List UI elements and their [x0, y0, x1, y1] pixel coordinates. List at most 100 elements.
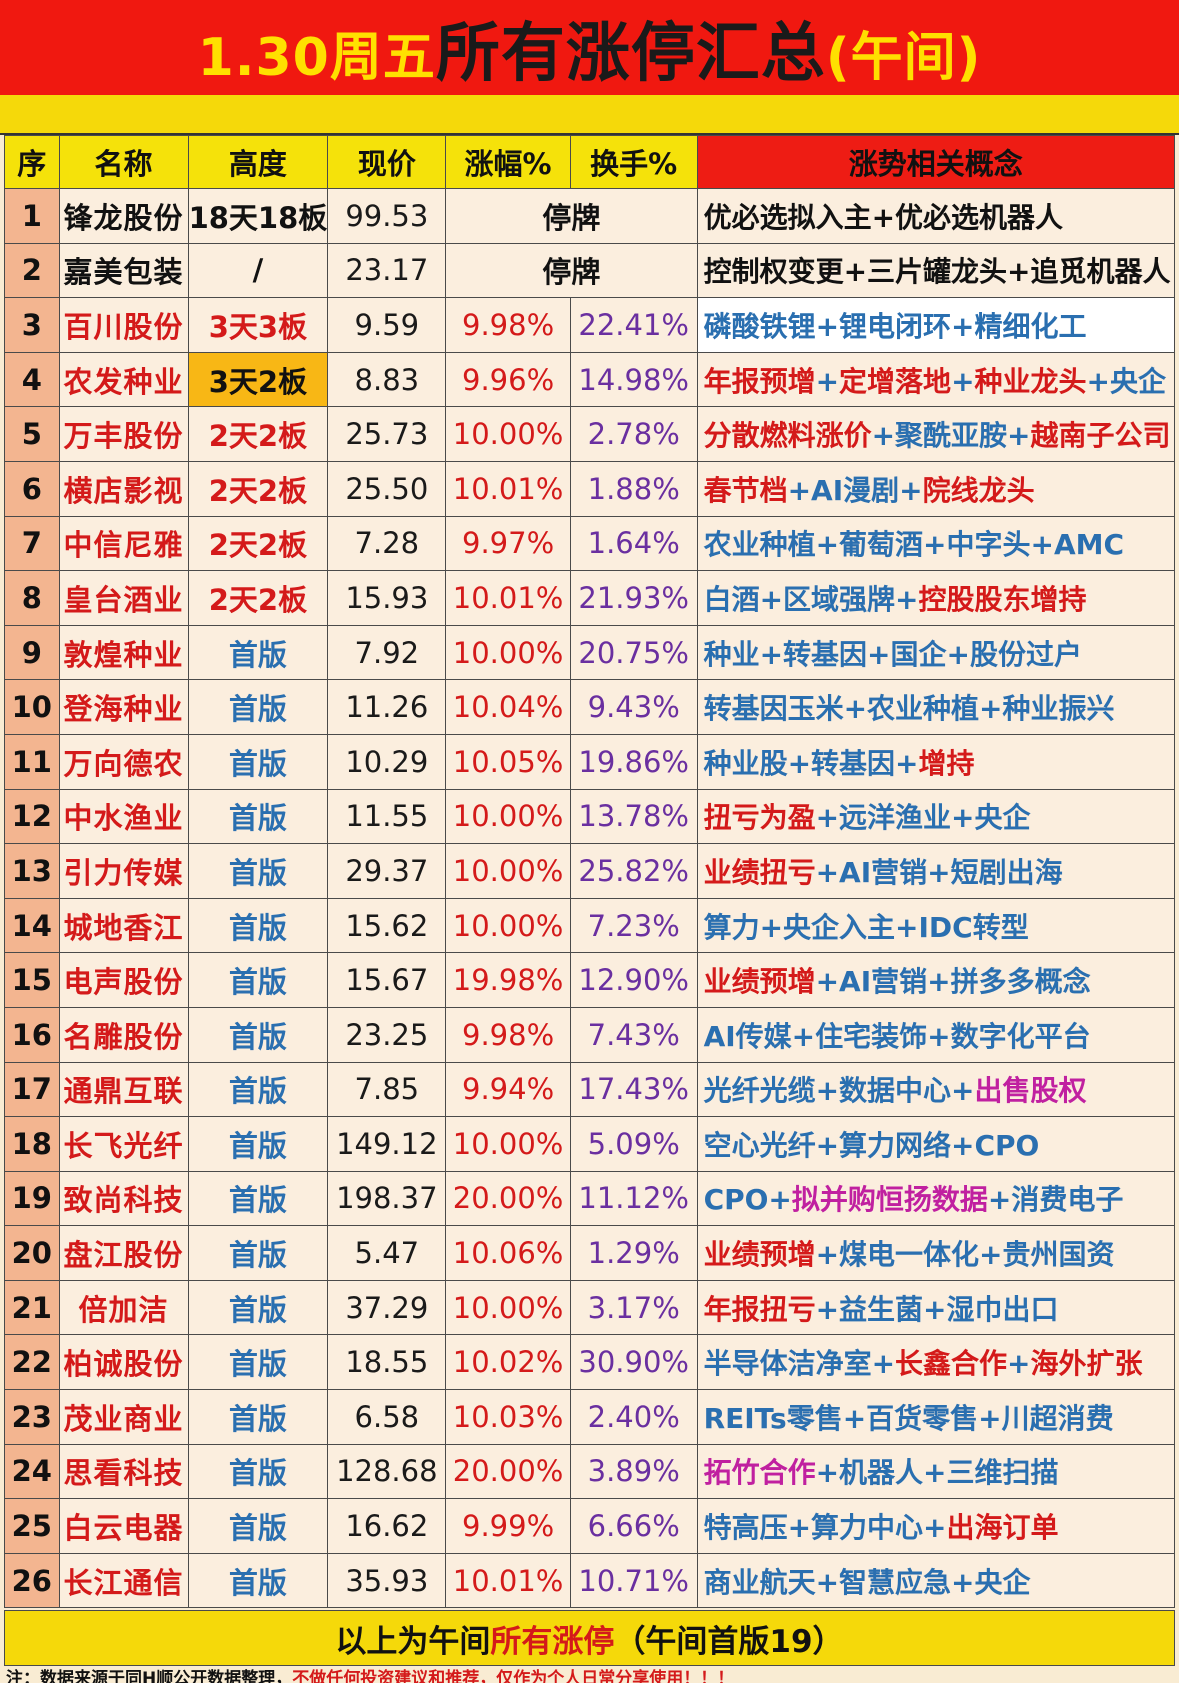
turnover-pct: 7.43% — [569, 1006, 698, 1063]
concept-cell: 业绩扭亏+AI营销+短剧出海 — [696, 843, 1176, 899]
change-pct: 10.00% — [445, 788, 571, 845]
change-pct: 10.00% — [445, 897, 571, 954]
title-main: 所有涨停汇总 — [435, 16, 826, 91]
title-prefix: 1.30周五 — [197, 27, 436, 88]
concept-cell: 磷酸铁锂+锂电闭环+精细化工 — [696, 297, 1176, 353]
table-row: 21 倍加洁 首版 37.29 10.00% 3.17% 年报扭亏+益生菌+湿巾出口 — [4, 1279, 1176, 1336]
change-pct: 10.06% — [445, 1225, 571, 1281]
current-price: 23.17 — [327, 242, 447, 299]
table-row: 12 中水渔业 首版 11.55 10.00% 13.78% 扭亏为盈+远洋渔业+央企 — [4, 788, 1176, 845]
concept-segment: 种业+转基因+国企+股份过户 — [703, 637, 1082, 671]
concept-cell: 业绩预增+煤电一体化+贵州国资 — [696, 1225, 1176, 1281]
concept-segment: 出海订单 — [946, 1511, 1059, 1545]
current-price: 15.93 — [327, 570, 447, 626]
current-price: 10.29 — [327, 733, 447, 790]
table-row: 25 白云电器 首版 16.62 9.99% 6.66% 特高压+算力中心+出海订单 — [4, 1498, 1176, 1554]
board-height: 首版 — [187, 679, 329, 735]
header-seq: 序 — [4, 135, 60, 189]
turnover-pct: 19.86% — [569, 733, 698, 790]
change-pct: 9.99% — [445, 1498, 571, 1554]
row-seq: 21 — [4, 1279, 60, 1336]
stock-name: 引力传媒 — [58, 843, 189, 899]
concept-cell: 算力+央企入主+IDC转型 — [696, 897, 1176, 954]
suspended-status: 停牌 — [445, 242, 698, 299]
stock-name: 长江通信 — [58, 1552, 189, 1609]
footer-summary: 以上为午间 所有涨停 （午间首版19） — [4, 1610, 1175, 1666]
turnover-pct: 2.78% — [569, 406, 698, 462]
concept-segment: 控股股东增持 — [918, 582, 1087, 616]
board-height: 18天18板 — [187, 188, 329, 244]
board-height: 首版 — [187, 624, 329, 681]
concept-segment: 农业种植+葡萄酒+中字头+AMC — [703, 528, 1125, 562]
current-price: 99.53 — [327, 188, 447, 244]
row-seq: 8 — [4, 570, 60, 626]
row-seq: 12 — [4, 788, 60, 845]
stock-name: 敦煌种业 — [58, 624, 189, 681]
concept-segment: + — [815, 364, 840, 398]
concept-segment: 长鑫合作 — [895, 1347, 1008, 1381]
concept-segment: 定增落地 — [839, 364, 952, 398]
row-seq: 20 — [4, 1225, 60, 1281]
table-header-row: 序 名称 高度 现价 涨幅% 换手% 涨势相关概念 — [4, 135, 1176, 189]
concept-segment: 增持 — [918, 746, 975, 780]
current-price: 15.67 — [327, 952, 447, 1008]
concept-segment: +AI营销+拼多多概念 — [815, 965, 1091, 999]
turnover-pct: 20.75% — [569, 624, 698, 681]
board-height: 首版 — [187, 788, 329, 845]
row-seq: 1 — [4, 188, 60, 244]
concept-segment: 拓竹合作 — [703, 1456, 816, 1490]
table-row: 6 横店影视 2天2板 25.50 10.01% 1.88% 春节档+AI漫剧+院线龙头 — [4, 460, 1176, 517]
concept-cell: REITs零售+百货零售+川超消费 — [696, 1389, 1176, 1445]
board-height: 2天2板 — [187, 406, 329, 462]
row-seq: 17 — [4, 1061, 60, 1118]
current-price: 35.93 — [327, 1552, 447, 1609]
header-turnover: 换手% — [569, 135, 698, 189]
current-price: 18.55 — [327, 1334, 447, 1391]
stock-name: 万向德农 — [58, 733, 189, 790]
table-row: 18 长飞光纤 首版 149.12 10.00% 5.09% 空心光纤+算力网络+CPO — [4, 1116, 1176, 1172]
concept-cell: 年报扭亏+益生菌+湿巾出口 — [696, 1279, 1176, 1336]
change-pct: 10.00% — [445, 406, 571, 462]
concept-segment: 转基因玉米+农业种植+种业振兴 — [703, 692, 1115, 726]
turnover-pct: 13.78% — [569, 788, 698, 845]
board-height: 首版 — [187, 1116, 329, 1172]
stock-name: 电声股份 — [58, 952, 189, 1008]
stock-name: 长飞光纤 — [58, 1116, 189, 1172]
table-row: 5 万丰股份 2天2板 25.73 10.00% 2.78% 分散燃料涨价+聚酰亚胺+越南子… — [4, 406, 1176, 462]
row-seq: 5 — [4, 406, 60, 462]
row-seq: 22 — [4, 1334, 60, 1391]
table-row: 9 敦煌种业 首版 7.92 10.00% 20.75% 种业+转基因+国企+股份过户 — [4, 624, 1176, 681]
stock-name: 农发种业 — [58, 351, 189, 408]
stock-name: 柏诚股份 — [58, 1334, 189, 1391]
suspended-status: 停牌 — [445, 188, 698, 244]
turnover-pct: 30.90% — [569, 1334, 698, 1391]
turnover-pct: 5.09% — [569, 1116, 698, 1172]
table-row: 4 农发种业 3天2板 8.83 9.96% 14.98% 年报预增+定增落地+种业龙头+央… — [4, 351, 1176, 408]
concept-cell: 控制权变更+三片罐龙头+追觅机器人 — [696, 242, 1176, 299]
turnover-pct: 21.93% — [569, 570, 698, 626]
change-pct: 9.94% — [445, 1061, 571, 1118]
table-row: 13 引力传媒 首版 29.37 10.00% 25.82% 业绩扭亏+AI营销+短剧出海 — [4, 843, 1176, 899]
stock-name: 城地香江 — [58, 897, 189, 954]
current-price: 149.12 — [327, 1116, 447, 1172]
stock-name: 百川股份 — [58, 297, 189, 353]
concept-cell: 年报预增+定增落地+种业龙头+央企 — [696, 351, 1176, 408]
row-seq: 2 — [4, 242, 60, 299]
turnover-pct: 11.12% — [569, 1170, 698, 1227]
concept-segment: 海外扩张 — [1030, 1347, 1143, 1381]
stock-name: 皇台酒业 — [58, 570, 189, 626]
change-pct: 10.01% — [445, 1552, 571, 1609]
current-price: 29.37 — [327, 843, 447, 899]
concept-cell: 拓竹合作+机器人+三维扫描 — [696, 1443, 1176, 1500]
concept-segment: +益生菌+湿巾出口 — [815, 1292, 1059, 1326]
table-row: 1 锋龙股份 18天18板 99.53 停牌 优必选拟入主+优必选机器人 — [4, 188, 1176, 244]
table-body: 1 锋龙股份 18天18板 99.53 停牌 优必选拟入主+优必选机器人 2 嘉美包装/23.… — [4, 188, 1176, 1609]
stock-name: 名雕股份 — [58, 1006, 189, 1063]
turnover-pct: 1.29% — [569, 1225, 698, 1281]
stock-name: 万丰股份 — [58, 406, 189, 462]
table-row: 10 登海种业 首版 11.26 10.04% 9.43% 转基因玉米+农业种植+种业振兴 — [4, 679, 1176, 735]
concept-cell: 种业股+转基因+增持 — [696, 733, 1176, 790]
page-title: 1.30周五所有涨停汇总(午间) — [198, 2, 982, 94]
concept-cell: 种业+转基因+国企+股份过户 — [696, 624, 1176, 681]
concept-segment: 种业股+转基因+ — [703, 746, 919, 780]
